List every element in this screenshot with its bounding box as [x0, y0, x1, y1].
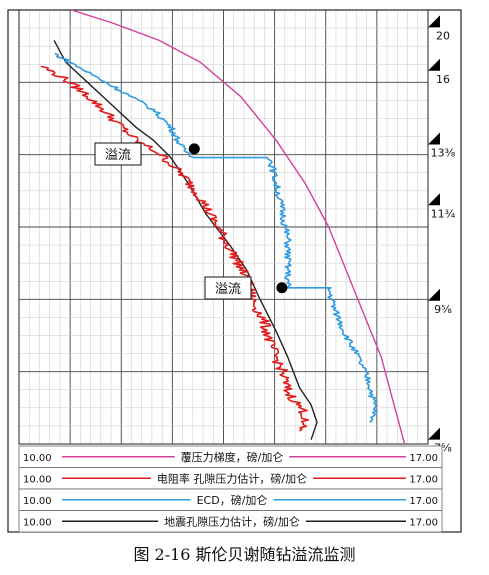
kick-label: 溢流 [105, 148, 131, 163]
legend-max-label: 17.00 [409, 453, 438, 464]
kick-label-box [204, 276, 252, 300]
casing-size-label: 16 [436, 73, 450, 86]
legend-max-label: 17.00 [409, 474, 438, 485]
series-line-seismic [53, 40, 318, 440]
casing-shoe-marker [428, 427, 440, 440]
kick-label: 溢流 [215, 282, 241, 297]
legend-max-label: 17.00 [409, 496, 438, 507]
legend-row [18, 510, 443, 533]
casing-shoe-marker [428, 288, 440, 301]
kick-label-box [94, 142, 142, 166]
legend-series-name: ECD，磅/加仑 [197, 493, 268, 507]
casing-size-label: 13⅜ [431, 147, 456, 160]
figure-frame [7, 9, 462, 533]
legend-min-label: 10.00 [23, 517, 52, 528]
legend-min-label: 10.00 [23, 474, 52, 485]
casing-size-label: 11¾ [431, 207, 456, 220]
kick-point [276, 282, 288, 294]
series-line-overburden [71, 9, 406, 445]
legend-min-label: 10.00 [23, 453, 52, 464]
legend-series-name: 电阻率 孔隙压力估计，磅/加仑 [157, 471, 307, 485]
casing-shoe-marker [428, 193, 440, 206]
casing-size-label: 20 [436, 29, 450, 42]
series-line-resistivity [40, 65, 309, 432]
series-lines [40, 9, 406, 445]
legend-panel: 10.00 17.00 覆压力梯度，磅/加仑 10.00 17.00 电阻率 孔隙压力估计… [18, 445, 443, 533]
casing-shoe-marker [428, 15, 440, 28]
casing-shoe-marker [428, 58, 440, 71]
casing-size-label: 9⅝ [434, 303, 452, 316]
series-line-ecd [54, 52, 378, 423]
figure-caption: 图 2-16 斯伦贝谢随钻溢流监测 [133, 545, 356, 564]
casing-shoe-marker [428, 132, 440, 145]
legend-series-name: 地震孔隙压力估计，磅/加仑 [164, 514, 300, 528]
legend-series-name: 覆压力梯度，磅/加仑 [181, 450, 284, 464]
legend-max-label: 17.00 [409, 517, 438, 528]
legend-min-label: 10.00 [23, 496, 52, 507]
kick-point [188, 143, 200, 155]
